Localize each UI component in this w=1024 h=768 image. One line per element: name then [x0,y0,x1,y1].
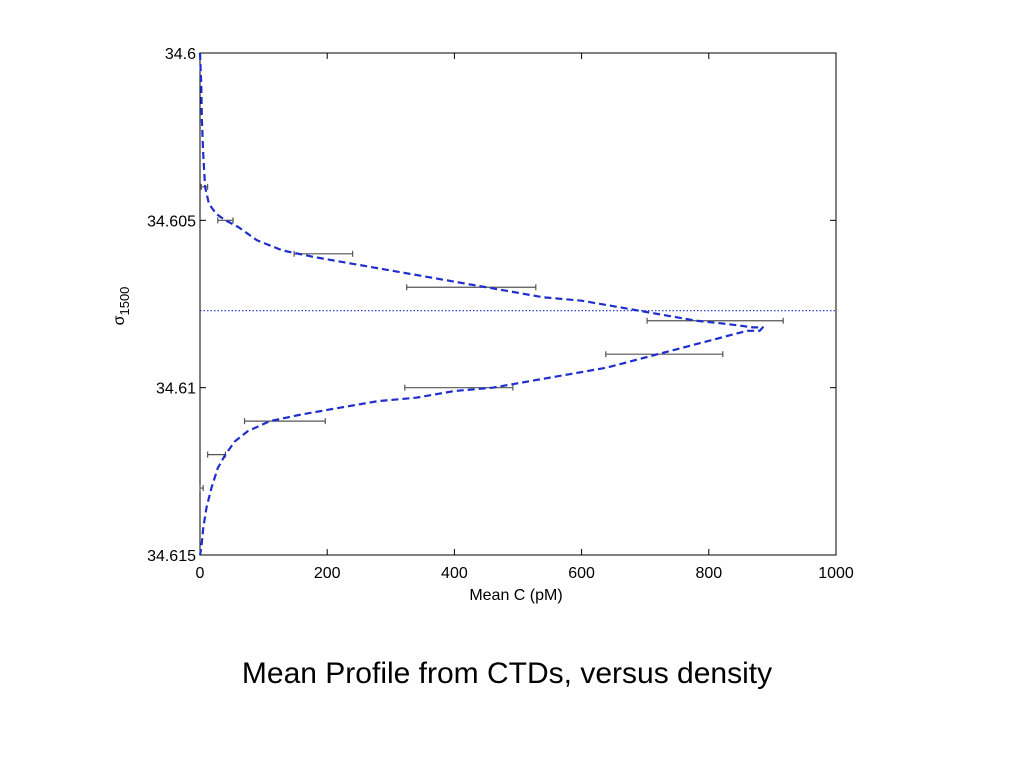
x-tick-label: 400 [441,565,468,582]
error-bar [243,418,326,425]
ticks: 0 200 400 600 800 1000 34.6 34.605 34.61 34.615 [147,46,854,582]
svg-text:σ1500: σ1500 [111,287,132,326]
x-tick-label: 1000 [818,565,854,582]
x-tick-label: 600 [568,565,595,582]
error-bar [293,250,354,257]
error-bar [199,485,204,492]
error-bar [406,284,537,291]
x-axis-label: Mean C (pM) [469,587,562,604]
x-tick-label: 800 [695,565,722,582]
y-axis-label-sub: 1500 [117,287,132,316]
x-tick-label: 0 [196,565,205,582]
y-axis-label-base: σ [111,315,128,325]
error-bar [217,217,234,224]
y-axis-label: σ1500 [111,287,132,326]
y-tick-label: 34.605 [147,213,196,230]
error-bar [605,351,724,358]
y-tick-label: 34.6 [165,46,196,63]
x-tick-label: 200 [314,565,341,582]
y-tick-label: 34.615 [147,548,196,565]
mean-profile-curve [198,52,765,556]
y-tick-label: 34.61 [156,381,196,398]
error-bar [646,317,784,324]
chart: 0 200 400 600 800 1000 34.6 34.605 34.61 34.615 M… [111,46,854,604]
figure-caption: Mean Profile from CTDs, versus density [241,657,773,690]
error-bars [199,183,784,492]
mean-profile-line [198,52,765,556]
plot-area [199,52,837,556]
